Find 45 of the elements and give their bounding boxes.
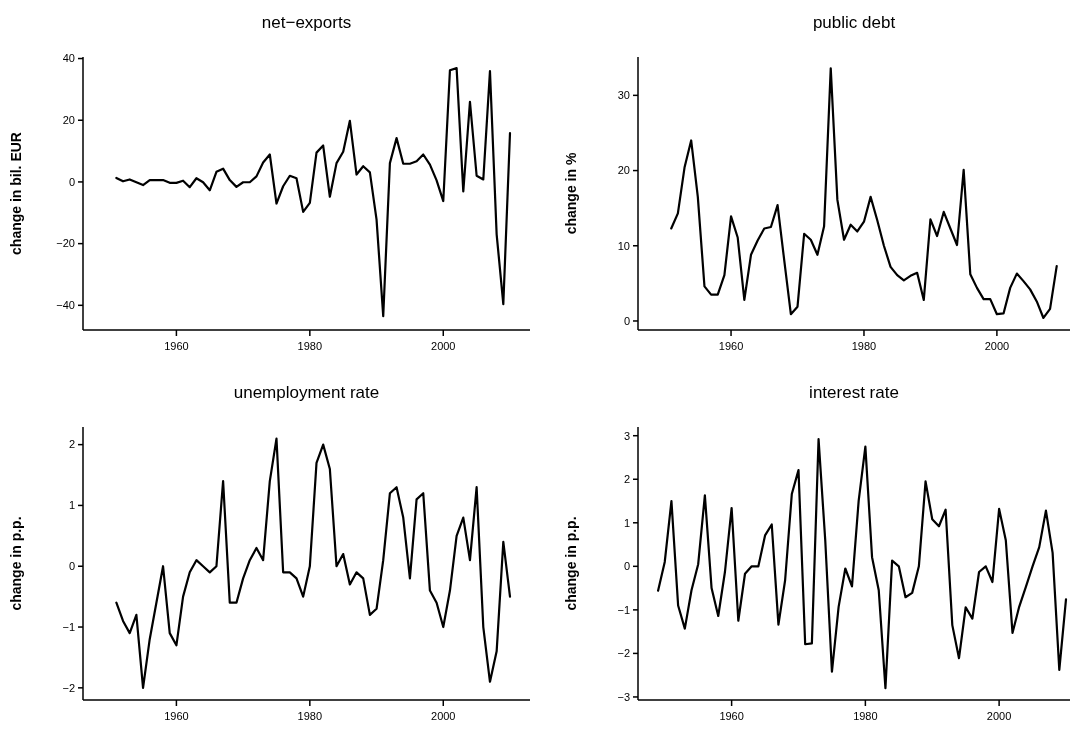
y-tick-label: −20 <box>56 237 75 250</box>
x-tick-label: 2000 <box>986 710 1012 722</box>
x-tick-label: 1980 <box>297 340 323 352</box>
line-series <box>656 438 1068 690</box>
y-axis-title: change in p.p. <box>563 516 579 611</box>
line-series <box>670 67 1058 320</box>
y-tick-label: 3 <box>623 429 630 442</box>
y-tick-label: −2 <box>617 647 630 660</box>
y-axis-title: change in % <box>563 152 579 235</box>
x-tick-label: 1980 <box>851 340 877 352</box>
chart-title: net−exports <box>261 13 352 32</box>
y-tick-label: 0 <box>68 175 75 188</box>
y-tick-label: −1 <box>62 620 75 633</box>
y-tick-label: −40 <box>56 299 75 312</box>
y-tick-label: 0 <box>623 314 630 327</box>
y-axis-title: change in bil. EUR <box>8 132 24 255</box>
y-tick-label: 2 <box>68 438 75 451</box>
x-tick-label: 2000 <box>431 710 456 722</box>
y-tick-label: 0 <box>623 560 630 573</box>
x-tick-label: 1960 <box>718 340 744 352</box>
chart-title: public debt <box>812 13 896 32</box>
x-tick-label: 1960 <box>164 710 189 722</box>
line-series <box>115 67 512 318</box>
y-tick-label: 40 <box>62 52 75 65</box>
y-tick-label: −3 <box>617 690 630 703</box>
y-tick-label: 1 <box>68 499 75 512</box>
x-tick-label: 1960 <box>719 710 744 722</box>
y-tick-label: 30 <box>617 89 630 102</box>
x-tick-label: 1980 <box>297 710 323 722</box>
y-tick-label: 2 <box>623 473 630 486</box>
line-series <box>115 437 512 689</box>
x-tick-label: 2000 <box>431 340 456 352</box>
y-tick-label: −1 <box>617 603 630 616</box>
y-tick-label: 0 <box>68 560 75 573</box>
x-tick-label: 1960 <box>164 340 189 352</box>
y-tick-label: 20 <box>617 164 630 177</box>
x-tick-label: 2000 <box>984 340 1010 352</box>
chart-title: interest rate <box>809 383 899 402</box>
y-tick-label: −2 <box>62 681 75 694</box>
y-tick-label: 1 <box>623 516 630 529</box>
y-axis-title: change in p.p. <box>8 516 24 611</box>
chart-title: unemployment rate <box>233 383 380 402</box>
x-tick-label: 1980 <box>853 710 878 722</box>
y-tick-label: 10 <box>617 239 630 252</box>
y-tick-label: 20 <box>62 114 75 127</box>
